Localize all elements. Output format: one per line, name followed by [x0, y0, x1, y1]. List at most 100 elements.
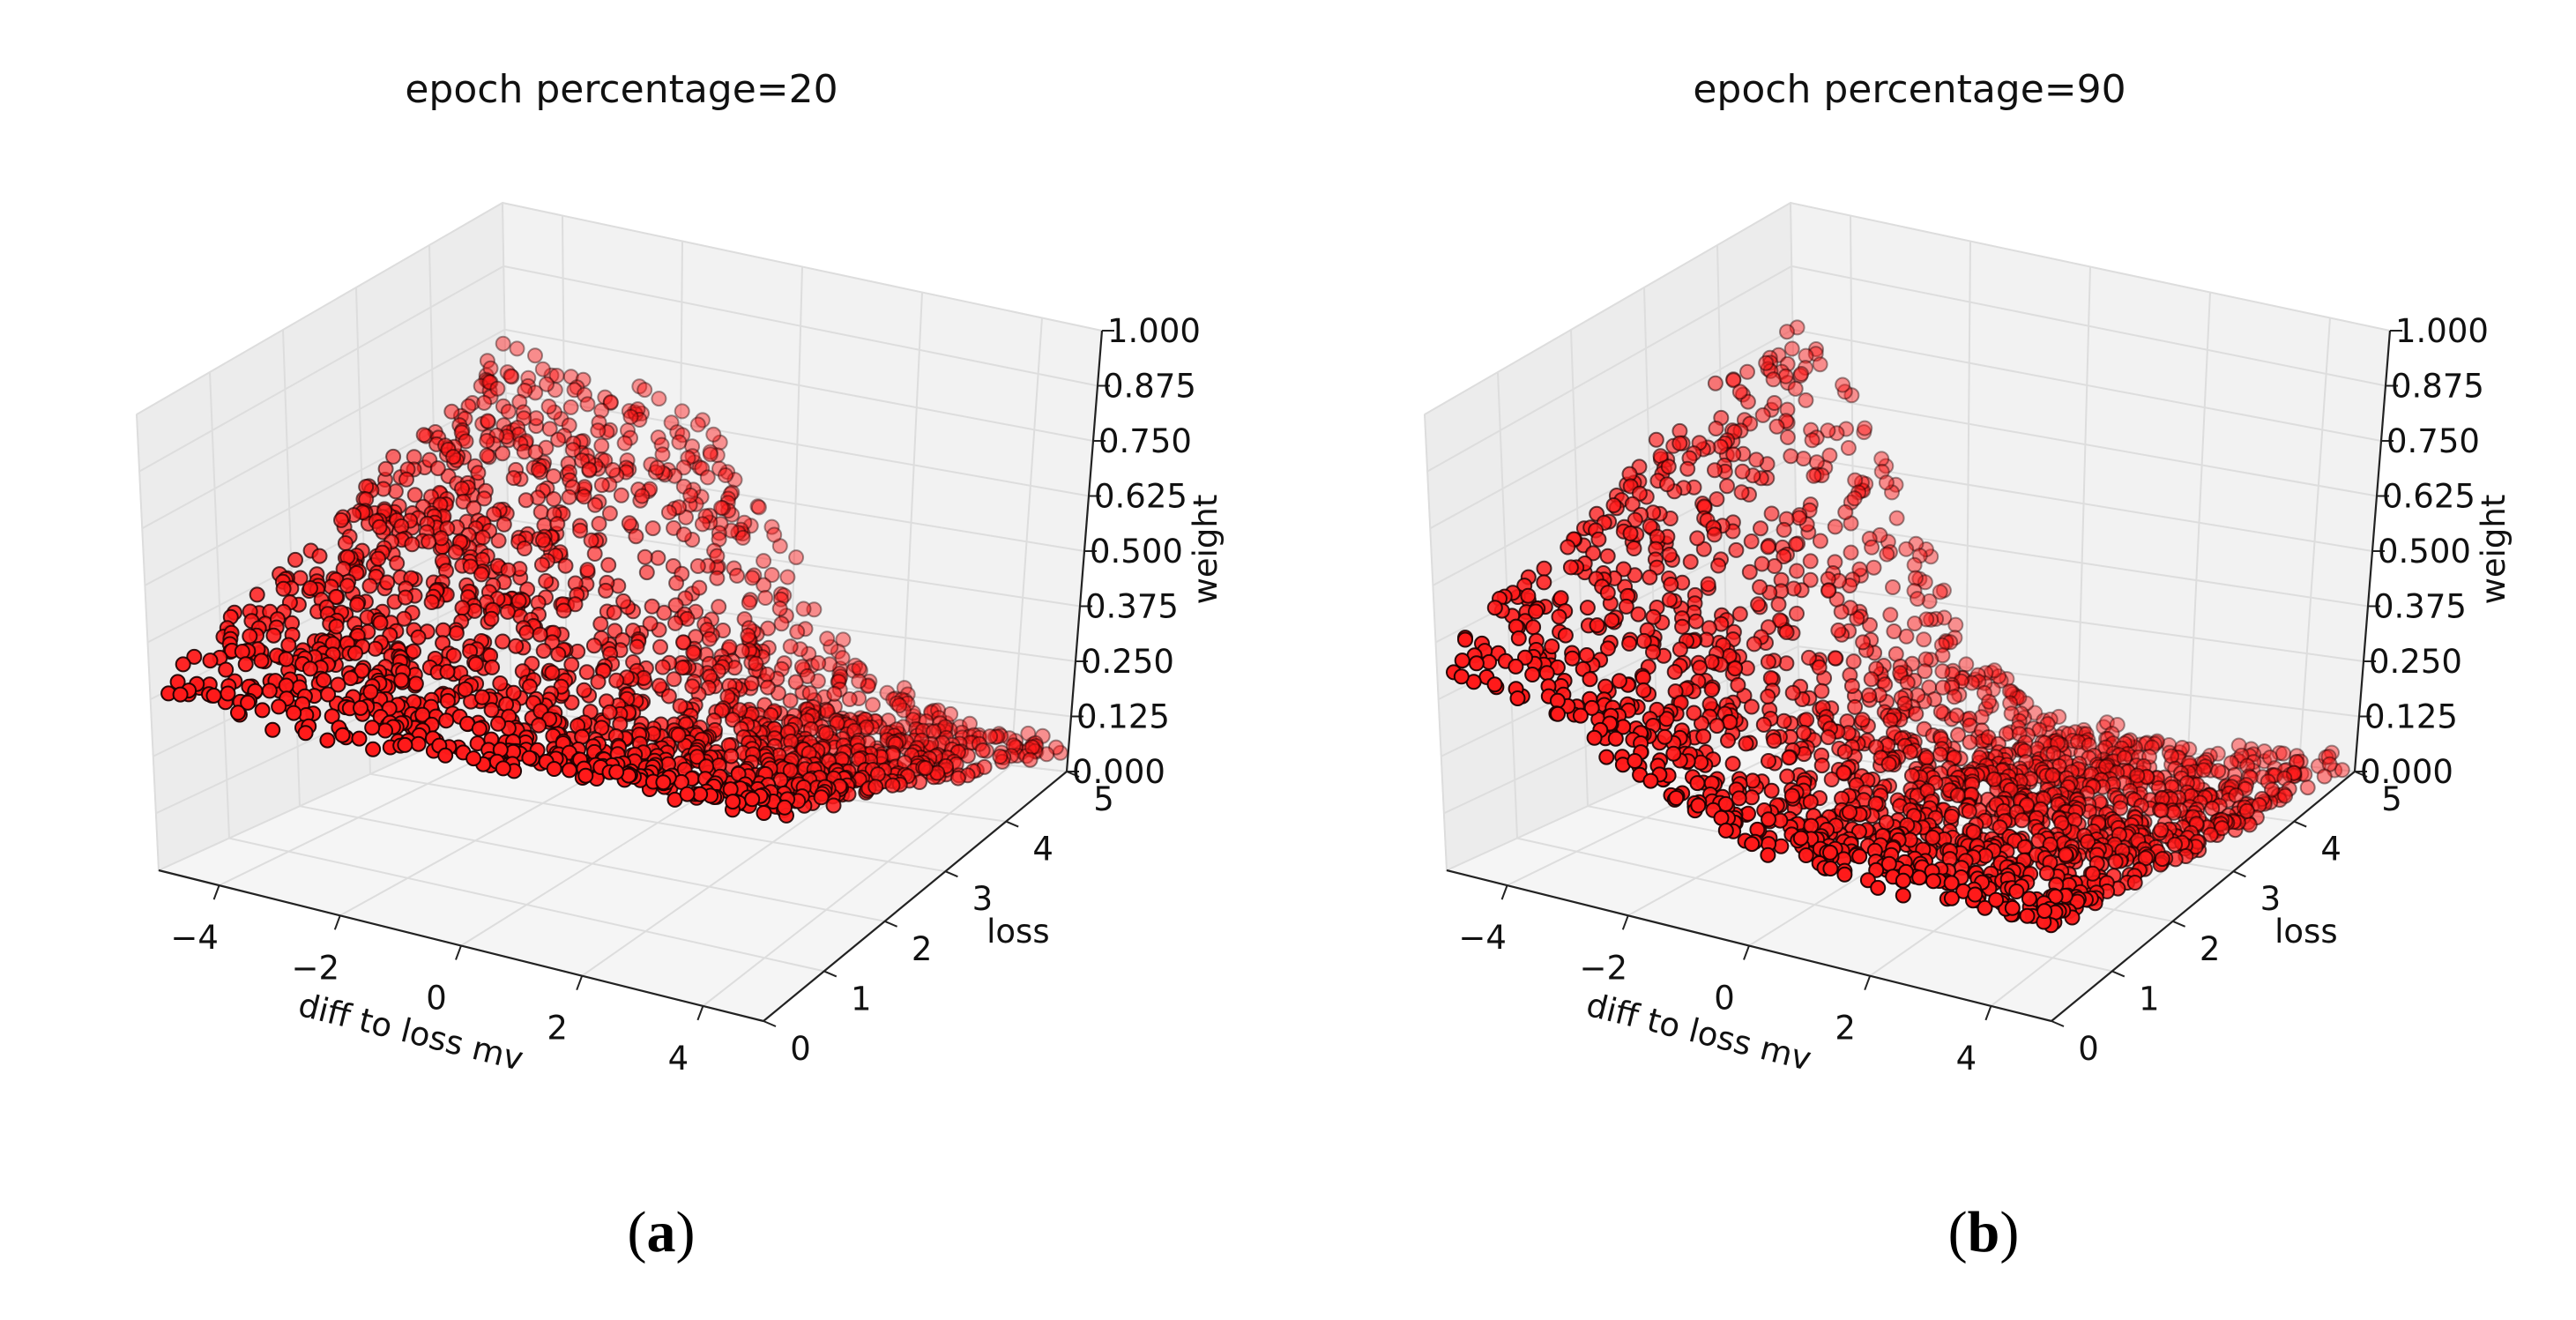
scatter-point	[1560, 539, 1576, 556]
z-tick-label: 0.000	[2360, 753, 2453, 791]
x-tick-label: −4	[170, 919, 219, 957]
scatter-point	[1750, 596, 1767, 613]
scatter-point	[2209, 745, 2226, 762]
scatter-point	[410, 629, 427, 645]
scatter-point	[893, 691, 910, 708]
scatter-point	[518, 624, 535, 641]
scatter-point	[1744, 836, 1761, 853]
scatter-point	[1687, 613, 1704, 630]
scatter-point	[534, 532, 551, 548]
scatter-point	[1985, 771, 2002, 787]
scatter-point	[1710, 557, 1727, 574]
y-tick-label: 2	[2200, 930, 2221, 968]
scatter-point	[923, 705, 940, 721]
scatter-point	[1907, 570, 1924, 586]
scatter-point	[2112, 800, 2129, 817]
scatter-point	[489, 380, 506, 397]
scatter-point	[1724, 756, 1741, 772]
scatter-point	[429, 460, 446, 477]
y-tick-label: 3	[972, 880, 994, 918]
scatter-point	[1635, 682, 1652, 698]
x-tick-mark	[576, 975, 584, 991]
scatter-point	[801, 685, 818, 702]
scatter-point	[1034, 727, 1051, 744]
scatter-point	[1917, 541, 1934, 557]
scatter-point	[278, 677, 294, 694]
x-axis-label: diff to loss mv	[1582, 986, 1815, 1078]
scatter-point	[1743, 698, 1760, 715]
scatter-point	[590, 422, 607, 439]
y-tick-label: 0	[2078, 1030, 2099, 1068]
scatter-point	[1509, 690, 1526, 706]
scatter-point	[278, 651, 294, 667]
scatter-point	[1836, 866, 1853, 883]
scatter-point	[1679, 460, 1696, 477]
scatter-point	[851, 673, 867, 690]
scatter-point	[1550, 705, 1566, 722]
scatter-point	[845, 662, 861, 679]
scatter-point	[1906, 583, 1923, 600]
y-tick-label: 1	[2139, 980, 2160, 1018]
scatter-point	[699, 469, 716, 486]
scatter-point	[2107, 854, 2124, 870]
scatter-point	[860, 677, 876, 694]
scatter-point	[505, 684, 522, 701]
scatter-point	[1879, 546, 1895, 563]
scatter-point	[1935, 582, 1952, 599]
scatter-point	[1766, 395, 1783, 411]
scatter-point	[756, 805, 772, 821]
scatter-point	[230, 705, 246, 721]
scatter-point	[2324, 744, 2340, 761]
scatter-point	[734, 529, 751, 546]
scatter-point	[1703, 682, 1720, 697]
scatter-point	[1880, 756, 1897, 772]
scatter-point	[694, 460, 711, 477]
scatter-point	[435, 622, 451, 638]
scatter-point	[1666, 664, 1683, 680]
z-tick-label: 0.750	[1098, 422, 1192, 460]
scatter-point	[655, 774, 672, 791]
scatter-point	[1525, 619, 1542, 636]
scatter-point	[2103, 726, 2120, 742]
scatter-point	[1925, 873, 1941, 890]
scatter-point	[1992, 819, 2008, 836]
scatter-point	[547, 382, 563, 399]
scatter-point	[1454, 653, 1470, 669]
x-tick-label: −2	[1580, 949, 1628, 987]
scatter-point	[819, 630, 836, 647]
scatter-point	[484, 659, 501, 675]
scatter-point	[787, 674, 804, 690]
scatter-point	[1795, 451, 1812, 467]
scatter-point	[1708, 421, 1724, 436]
scatter-point	[1753, 556, 1770, 572]
scatter-point	[2245, 746, 2262, 763]
scatter-point	[860, 678, 876, 695]
scatter-point	[503, 368, 519, 384]
scatter-point	[205, 687, 222, 704]
scatter-point	[2148, 735, 2165, 751]
caption-a: (a)	[529, 1199, 793, 1266]
scatter-point	[1586, 729, 1603, 746]
y-tick-mark	[1005, 820, 1019, 828]
scatter-point	[1854, 712, 1871, 728]
scatter-point	[1719, 478, 1735, 495]
scatter-point	[510, 593, 527, 609]
scatter-point	[1855, 634, 1872, 651]
scatter-point	[1660, 459, 1677, 475]
scatter-point	[1843, 678, 1860, 694]
caption-b-close: )	[1999, 1200, 2020, 1264]
scatter-point	[1682, 554, 1699, 571]
scatter-point	[1878, 474, 1895, 491]
scatter-point	[1486, 676, 1503, 693]
scatter-point	[773, 615, 790, 632]
scatter-point	[729, 567, 745, 584]
scatter-point	[2243, 741, 2260, 757]
scatter-point	[1590, 531, 1607, 548]
scatter-point	[349, 596, 366, 613]
scatter-point	[1898, 541, 1915, 557]
x-tick-label: 4	[668, 1040, 689, 1078]
scatter-point	[1947, 616, 1964, 633]
scatter-point	[2292, 753, 2309, 770]
scatter-point	[583, 532, 599, 548]
scatter-point	[1840, 440, 1857, 456]
